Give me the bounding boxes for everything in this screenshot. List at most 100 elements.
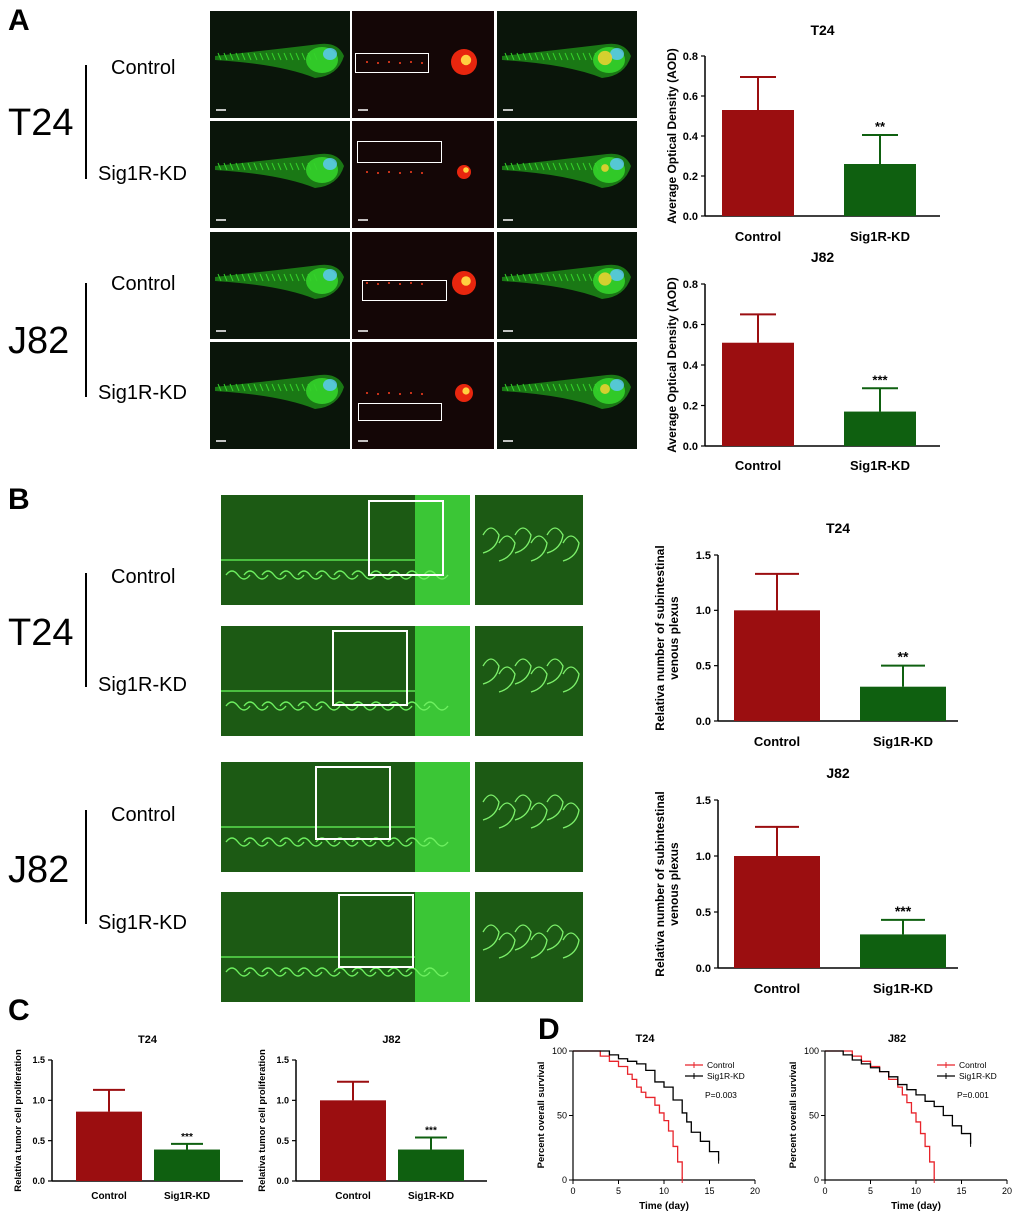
vessel [588, 383, 593, 392]
tumor-core [461, 276, 471, 286]
vessel [265, 162, 270, 171]
y-tick-label: 100 [552, 1046, 567, 1056]
vessel [235, 273, 240, 282]
vessel [289, 383, 294, 392]
intersegmental-vessel [225, 837, 251, 847]
metastasis-dot [410, 171, 412, 173]
row-label-control: Control [111, 804, 176, 826]
head-signal [610, 158, 624, 170]
tumor-overlay [600, 384, 610, 394]
vessel [247, 52, 252, 61]
vessel [570, 273, 575, 282]
x-tick-label: 20 [750, 1186, 760, 1196]
x-category-label: Sig1R-KD [873, 981, 933, 996]
head-signal [323, 48, 337, 60]
vasculature-zoom-image [475, 762, 583, 872]
x-tick-label: 20 [1002, 1186, 1012, 1196]
metastasis-dot [410, 392, 412, 394]
vessel [271, 162, 276, 171]
metastasis-dot [366, 171, 368, 173]
vessel [564, 52, 569, 61]
chart-c-t24: T24 Relativa tumor cell proliferation 0.0 0… [13, 1034, 243, 1202]
vasculature-micrograph [475, 892, 583, 1002]
y-axis-label: Percent overall survival [536, 1062, 547, 1169]
y-tick-label: 0.0 [276, 1176, 289, 1186]
y-axis-label: Relativa number of subintestinal [653, 791, 667, 976]
metastasis-dot [421, 172, 423, 174]
bar-sig1r-kd [398, 1149, 464, 1181]
y-axis-label: Average Optical Density (AOD) [665, 277, 679, 453]
vessel [504, 273, 509, 282]
zebrafish-micrograph [358, 49, 477, 111]
y-tick-label: 1.0 [276, 1095, 289, 1105]
y-tick-label: 0.5 [696, 907, 711, 919]
vessel [540, 52, 545, 61]
vessel [504, 162, 509, 171]
bar-control [734, 856, 820, 968]
significance-marker: *** [872, 372, 888, 387]
tissue-background [475, 892, 583, 1002]
intersegmental-vessel [279, 701, 305, 711]
vessel [510, 162, 515, 171]
zoom-region-box [315, 766, 391, 840]
tumor-core [463, 167, 469, 173]
tissue-background [475, 762, 583, 872]
cell-line-label-j82: J82 [8, 320, 70, 362]
tumor-core [462, 387, 470, 395]
cell-line-label-t24: T24 [8, 612, 74, 654]
y-tick-label: 1.5 [696, 795, 711, 807]
x-category-label: Sig1R-KD [164, 1191, 210, 1202]
intersegmental-vessel [297, 837, 323, 847]
zebrafish-image [352, 121, 494, 228]
vessel [223, 273, 228, 282]
chart-title: T24 [810, 22, 834, 38]
region-of-interest-box [355, 53, 429, 73]
vessel [229, 383, 234, 392]
yolk-fluorescence [415, 626, 470, 736]
y-tick-label: 0.0 [696, 963, 711, 975]
vessel [283, 52, 288, 61]
x-category-label: Control [735, 458, 781, 473]
x-category-label: Sig1R-KD [850, 458, 910, 473]
chart-b-t24: T24 Relativa number of subintestinal venou… [653, 520, 958, 749]
metastasis-dot [366, 392, 368, 394]
vessel [510, 52, 515, 61]
panel-letter-d: D [538, 1013, 560, 1046]
vessel [522, 273, 527, 282]
chart-a-t24: T24 Average Optical Density (AOD) 0.0 0.2 0.… [665, 22, 940, 244]
vessel [301, 162, 306, 171]
bar-sig1r-kd [860, 934, 946, 968]
zebrafish-micrograph [502, 264, 631, 332]
vessel [223, 52, 228, 61]
bar-sig1r-kd [844, 164, 916, 216]
chart-title: J82 [826, 765, 850, 781]
vessel [295, 383, 300, 392]
sivp-vessel [562, 932, 580, 959]
y-tick-label: 1.5 [696, 550, 711, 562]
y-tick-label: 0.2 [683, 171, 698, 183]
y-tick-label: 0.8 [683, 51, 698, 63]
vessel [582, 52, 587, 61]
metastasis-dot [377, 283, 379, 285]
vasculature-image [221, 762, 470, 872]
vessel [528, 162, 533, 171]
zebrafish-image [497, 11, 637, 118]
y-tick-label: 1.0 [32, 1095, 45, 1105]
vasculature-micrograph [221, 892, 470, 1002]
zebrafish-micrograph [502, 374, 631, 442]
group-divider [85, 810, 87, 924]
vessel [241, 52, 246, 61]
sivp-vessel [546, 658, 564, 685]
metastasis-dot [410, 282, 412, 284]
zebrafish-micrograph [358, 271, 476, 332]
vessel [277, 383, 282, 392]
zebrafish-micrograph [502, 43, 631, 111]
y-tick-label: 0.0 [683, 211, 698, 223]
x-category-label: Sig1R-KD [873, 734, 933, 749]
vessel [504, 383, 509, 392]
chart-title: T24 [826, 520, 850, 536]
chart-title: T24 [636, 1033, 656, 1045]
vessel [241, 383, 246, 392]
bar-control [722, 342, 794, 446]
sivp-vessel [482, 658, 500, 685]
